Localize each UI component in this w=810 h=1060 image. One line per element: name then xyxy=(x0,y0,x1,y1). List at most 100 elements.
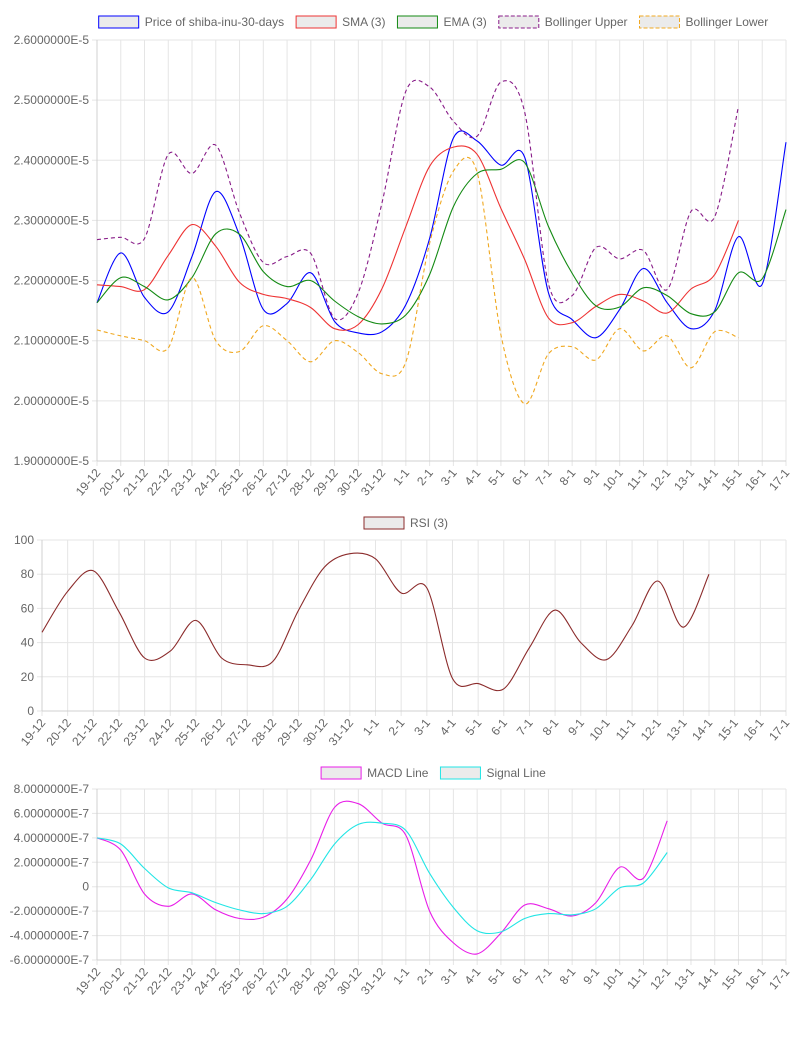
x-tick-label: 3-1 xyxy=(438,466,460,489)
legend-item-price-of-shiba-inu-30-days[interactable]: Price of shiba-inu-30-days xyxy=(98,15,284,29)
data-point xyxy=(618,306,621,309)
data-point xyxy=(167,905,170,908)
data-point xyxy=(761,283,764,286)
x-tick-label: 1-1 xyxy=(390,466,412,489)
data-point xyxy=(214,245,217,248)
data-point xyxy=(451,677,454,680)
x-tick-label: 31-12 xyxy=(358,466,389,499)
data-point xyxy=(737,235,740,238)
series-line-rsi-3 xyxy=(41,552,710,692)
data-point xyxy=(333,842,336,845)
data-point xyxy=(309,360,312,363)
legend-item-bollinger-lower[interactable]: Bollinger Lower xyxy=(639,15,769,29)
legend-item-sma-3[interactable]: SMA (3) xyxy=(295,15,385,29)
legend-label: RSI (3) xyxy=(410,516,448,530)
data-point xyxy=(169,650,172,653)
x-tick-label: 9-1 xyxy=(565,716,587,739)
x-tick-label: 28-12 xyxy=(249,716,280,749)
data-point xyxy=(713,330,716,333)
data-point xyxy=(428,910,431,913)
legend-item-signal-line[interactable]: Signal Line xyxy=(439,766,546,780)
x-tick-label: 25-12 xyxy=(215,466,246,499)
data-point xyxy=(262,308,265,311)
legend-swatch xyxy=(98,15,140,29)
legend-swatch xyxy=(498,15,540,29)
x-tick-label: 1-1 xyxy=(390,965,412,988)
data-point xyxy=(238,350,241,353)
data-point xyxy=(476,171,479,174)
data-point xyxy=(96,301,99,304)
x-tick-label: 13-1 xyxy=(664,716,690,744)
data-point xyxy=(713,273,716,276)
data-point xyxy=(96,283,99,286)
data-point xyxy=(523,156,526,159)
data-point xyxy=(594,358,597,361)
data-point xyxy=(119,849,122,852)
data-point xyxy=(428,273,431,276)
x-tick-label: 23-12 xyxy=(168,965,199,998)
data-point xyxy=(618,257,621,260)
data-point xyxy=(618,886,621,889)
data-point xyxy=(642,300,645,303)
data-point xyxy=(143,867,146,870)
x-tick-label: 12-1 xyxy=(647,965,673,993)
data-point xyxy=(642,349,645,352)
x-tick-label: 17-1 xyxy=(766,965,792,993)
data-point xyxy=(214,144,217,147)
data-point xyxy=(605,658,608,661)
data-point xyxy=(167,153,170,156)
x-tick-label: 30-12 xyxy=(334,965,365,998)
x-tick-label: 22-12 xyxy=(144,466,175,499)
data-point xyxy=(618,327,621,330)
x-tick-label: 1-1 xyxy=(360,716,382,739)
y-tick-label: 6.0000000E-7 xyxy=(14,806,90,820)
data-point xyxy=(571,321,574,324)
data-point xyxy=(404,225,407,228)
data-point xyxy=(262,261,265,264)
data-point xyxy=(737,105,740,108)
data-point xyxy=(238,908,241,911)
x-tick-label: 11-1 xyxy=(613,716,639,743)
data-point xyxy=(689,312,692,315)
x-tick-label: 15-1 xyxy=(715,716,741,744)
data-point xyxy=(381,330,384,333)
x-tick-label: 14-1 xyxy=(695,965,721,993)
series-line-sma-3 xyxy=(96,145,740,331)
y-tick-label: 2.0000000E-5 xyxy=(14,394,90,408)
legend-swatch xyxy=(320,766,362,780)
data-point xyxy=(286,302,289,305)
x-tick-label: 21-12 xyxy=(120,965,151,998)
data-point xyxy=(452,146,455,149)
data-point xyxy=(708,573,711,576)
legend-item-bollinger-upper[interactable]: Bollinger Upper xyxy=(498,15,628,29)
data-point xyxy=(309,279,312,282)
data-point xyxy=(167,346,170,349)
data-point xyxy=(191,891,194,894)
data-point xyxy=(357,315,360,318)
x-tick-label: 26-12 xyxy=(239,965,270,998)
legend-item-ema-3[interactable]: EMA (3) xyxy=(396,15,487,29)
data-point xyxy=(286,297,289,300)
data-point xyxy=(117,610,120,613)
x-tick-label: 11-1 xyxy=(624,965,650,992)
legend-item-rsi-3[interactable]: RSI (3) xyxy=(363,516,448,530)
data-point xyxy=(571,318,574,321)
x-tick-label: 22-12 xyxy=(95,716,126,749)
data-point xyxy=(547,225,550,228)
x-tick-label: 2-1 xyxy=(386,716,408,739)
data-point xyxy=(594,901,597,904)
legend-item-macd-line[interactable]: MACD Line xyxy=(320,766,429,780)
data-point xyxy=(286,285,289,288)
x-tick-label: 28-12 xyxy=(287,965,318,998)
data-point xyxy=(642,286,645,289)
x-tick-label: 21-12 xyxy=(120,466,151,499)
x-tick-label: 5-1 xyxy=(485,466,507,489)
x-tick-label: 15-1 xyxy=(719,965,745,993)
data-point xyxy=(357,802,360,805)
x-tick-label: 29-12 xyxy=(274,716,305,749)
legend-label: Signal Line xyxy=(486,766,546,780)
x-tick-label: 6-1 xyxy=(509,965,531,988)
data-point xyxy=(477,682,480,685)
series-ema-3 xyxy=(96,159,787,325)
x-tick-label: 16-1 xyxy=(740,716,766,744)
